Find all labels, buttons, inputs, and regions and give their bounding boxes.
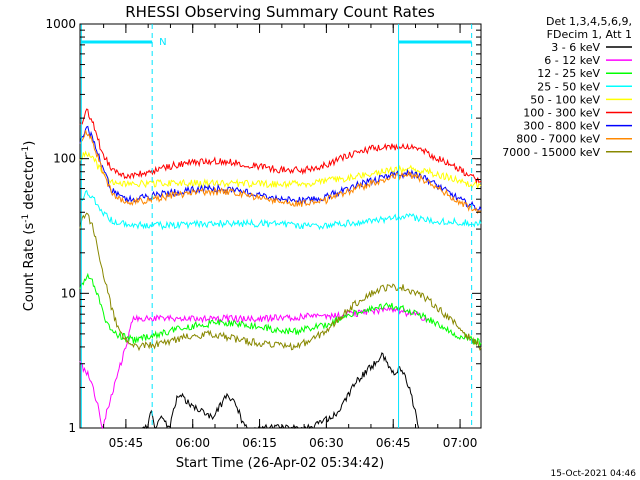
y-axis-label-sup1: -1 [21, 214, 31, 223]
legend-item-label: 50 - 100 keV [530, 93, 600, 106]
legend-item-label: 25 - 50 keV [537, 80, 600, 93]
x-tick-label: 06:45 [376, 436, 411, 450]
series-line [142, 352, 420, 429]
x-tick-label: 06:15 [242, 436, 277, 450]
plot-area [79, 23, 482, 429]
series-layer [79, 108, 482, 430]
y-axis-label-part1: Count Rate (s [22, 223, 37, 312]
y-axis-label: Count Rate (s-1 detector-1) [21, 141, 37, 312]
y-tick-label: 1000 [45, 17, 76, 31]
y-axis-label-sup2: -1 [21, 146, 31, 155]
series-line [79, 130, 482, 215]
attenuator-marker-label: N [159, 37, 166, 48]
legend-item-label: 800 - 7000 keV [516, 133, 600, 146]
x-tick-label: 07:00 [443, 436, 478, 450]
series-line [79, 150, 482, 190]
y-tick-label: 1 [68, 421, 76, 435]
legend-item-label: 3 - 6 keV [551, 41, 600, 54]
y-axis-label-part2: detector [22, 154, 37, 214]
chart-title: RHESSI Observing Summary Count Rates [125, 3, 435, 21]
x-tick-label: 06:00 [175, 436, 210, 450]
legend-item-label: 7000 - 15000 keV [502, 146, 600, 159]
y-tick-label: 100 [53, 152, 76, 166]
legend: Det 1,3,4,5,6,9, FDecim 1, Att 1 3 - 6 k… [502, 15, 632, 159]
x-axis-label: Start Time (26-Apr-02 05:34:42) [176, 456, 384, 471]
series-line [80, 189, 482, 231]
x-tick-label: 05:45 [109, 436, 144, 450]
x-tick-label: 06:30 [309, 436, 344, 450]
attenuator-layer: N [80, 24, 473, 428]
series-line [79, 125, 482, 211]
y-axis-label-part3: ) [22, 141, 37, 146]
series-line [79, 108, 482, 184]
legend-item-label: 100 - 300 keV [523, 107, 600, 120]
legend-item-label: 300 - 800 keV [523, 120, 600, 133]
legend-header-2: FDecim 1, Att 1 [547, 28, 632, 41]
series-line [79, 272, 482, 348]
y-tick-label: 10 [61, 286, 76, 300]
axis-layer: 1 10 100 1000 05:45 06:00 06:15 06:30 06:45 07:00 [45, 17, 481, 450]
legend-header-1: Det 1,3,4,5,6,9, [546, 15, 632, 28]
series-line [79, 212, 482, 352]
legend-item-label: 6 - 12 keV [544, 54, 600, 67]
legend-item-label: 12 - 25 keV [537, 67, 600, 80]
footer-timestamp: 15-Oct-2021 04:46 [551, 469, 637, 479]
